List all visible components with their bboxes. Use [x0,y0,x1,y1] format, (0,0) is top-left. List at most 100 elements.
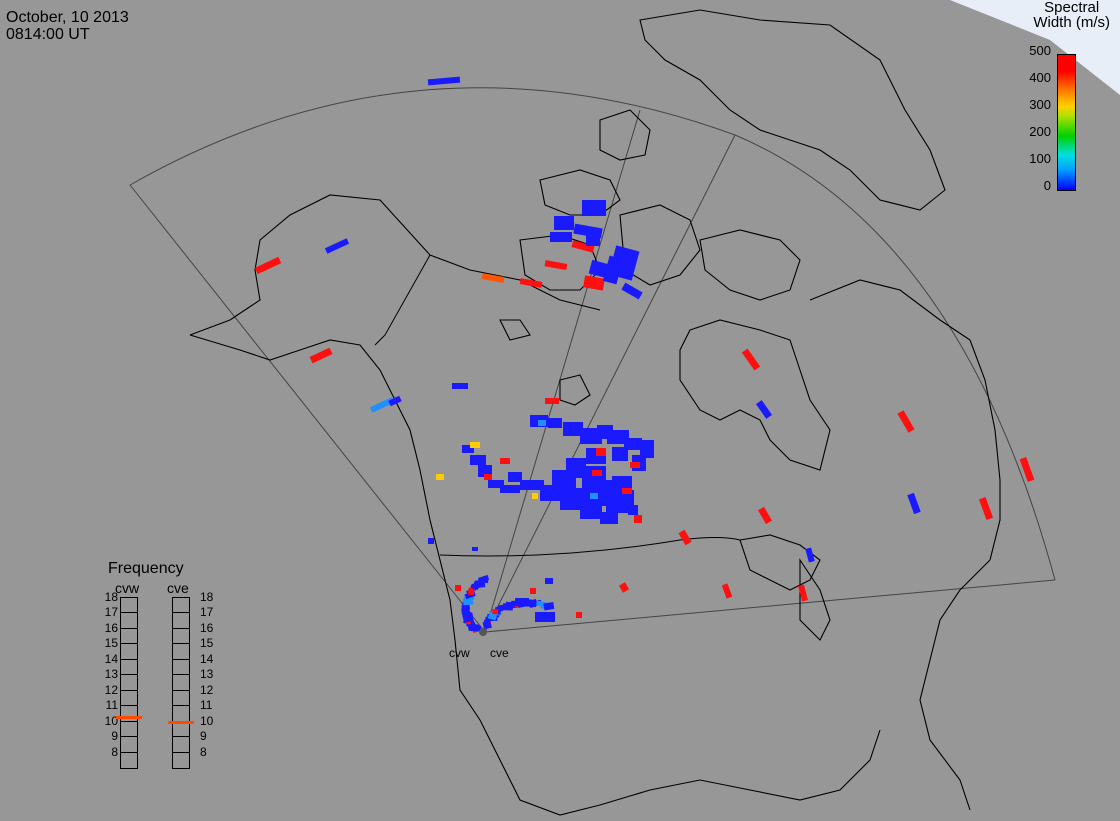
frequency-tick-label: 15 [200,636,214,651]
frequency-tick-label: 12 [104,682,118,697]
frequency-tick-label: 11 [200,698,213,713]
scatter-cell [596,448,606,456]
scatter-cell [324,238,350,254]
colorbar-tick: 0 [1043,178,1051,193]
frequency-tick-label: 11 [105,698,118,713]
scatter-cell [571,240,595,253]
scatter-cell [550,232,572,242]
frequency-tick-label: 17 [200,605,214,620]
frequency-gridline [173,674,189,676]
field-of-view [129,87,1056,633]
scatter-cell [545,398,559,404]
scatter-cell [500,485,520,493]
frequency-gridline [121,736,137,738]
frequency-gridline [121,627,137,629]
colorbar-tick: 200 [1029,124,1051,139]
scatter-cell [554,216,574,230]
borders [374,254,741,557]
scatter-data [254,76,1035,634]
scatter-cell [560,488,590,510]
scatter-cell [470,442,480,448]
scatter-cell [455,585,461,591]
frequency-column-cvw [120,597,138,769]
scatter-cell [582,200,606,216]
scatter-cell [309,347,333,364]
scatter-cell [592,470,602,476]
scatter-cell [624,438,642,450]
scatter-cell [576,612,582,618]
scatter-cell [612,447,628,461]
scatter-cell [427,76,461,86]
frequency-gridline [121,658,137,660]
scatter-cell [470,455,486,465]
scatter-cell [741,348,761,371]
frequency-gridline [121,751,137,753]
scatter-cell [492,609,499,615]
site-label-cve: cve [490,646,509,660]
frequency-tick-label: 13 [104,667,118,682]
frequency-tick-label: 15 [104,636,118,651]
frequency-tick-label: 13 [200,667,214,682]
scatter-cell [462,614,474,623]
scatter-cell [548,418,562,428]
scatter-cell [532,493,538,499]
frequency-gridline [121,643,137,645]
frequency-gridline [173,705,189,707]
colorbar-tick: 400 [1029,70,1051,85]
frequency-gridline [173,612,189,614]
frequency-tick-label: 16 [104,620,118,635]
frequency-tick-label: 10 [200,713,214,728]
scatter-cell [640,440,654,458]
colorbar-tick: 500 [1029,43,1051,58]
frequency-tick-label: 10 [104,713,118,728]
scatter-cell [602,255,624,285]
scatter-cell [520,480,544,490]
frequency-gridline [173,689,189,691]
site-label-cvw: cvw [449,646,470,660]
scatter-cell [528,598,538,609]
scatter-cell [543,602,555,611]
date-label: October, 10 2013 [6,9,129,26]
scatter-cell [488,480,504,488]
scatter-cell [428,538,434,544]
scatter-cell [552,470,576,488]
scatter-cell [621,282,643,300]
colorbar-title-line2: Width (m/s) [1033,14,1110,31]
scatter-cell [452,383,468,389]
frequency-gridline [173,627,189,629]
frequency-radar-cve: cve [167,580,189,596]
frequency-gridline [121,674,137,676]
frequency-marker-cve [168,720,194,724]
scatter-cell [721,583,733,599]
frequency-gridline [121,705,137,707]
scatter-cell [563,422,583,436]
scatter-cell [462,597,474,606]
scatter-cell [481,273,505,283]
frequency-gridline [121,720,137,722]
coastlines [189,9,1001,816]
scatter-cell [634,515,642,523]
scatter-cell [600,512,618,524]
colorbar-tick: 100 [1029,151,1051,166]
scatter-cell [978,496,994,521]
scatter-cell [388,395,402,407]
time-label: 0814:00 UT [6,26,90,43]
scatter-cell [462,445,474,453]
frequency-gridline [173,643,189,645]
frequency-tick-label: 9 [111,729,118,744]
scatter-cell [484,474,492,480]
scatter-cell [586,234,600,246]
frequency-gridline [173,658,189,660]
scatter-cell [1019,457,1035,482]
frequency-column-cve [172,597,190,769]
scatter-cell [907,492,921,515]
scatter-cell [369,397,395,413]
frequency-tick-label: 8 [200,744,207,759]
scatter-cell [519,278,543,288]
colorbar-tick: 300 [1029,97,1051,112]
scatter-cell [805,547,815,563]
scatter-cell [540,485,562,501]
scatter-cell [545,578,553,584]
scatter-cell [622,488,632,494]
